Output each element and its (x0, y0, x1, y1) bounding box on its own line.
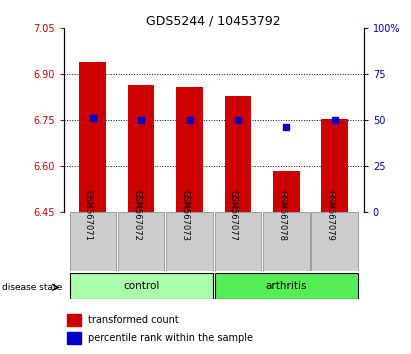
Bar (215, 273, 358, 299)
Bar (215, 212, 261, 271)
Text: GSM567078: GSM567078 (277, 190, 286, 241)
Bar (128, 85, 155, 212)
Text: GSM567079: GSM567079 (326, 190, 335, 241)
Bar (118, 212, 164, 271)
Bar (176, 87, 203, 212)
Bar (312, 212, 358, 271)
Bar (69, 212, 116, 271)
Bar (69, 273, 213, 299)
Text: percentile rank within the sample: percentile rank within the sample (88, 333, 253, 343)
Text: GSM567071: GSM567071 (84, 190, 93, 241)
Title: GDS5244 / 10453792: GDS5244 / 10453792 (146, 14, 281, 27)
Text: transformed count: transformed count (88, 315, 179, 325)
Text: GSM567072: GSM567072 (132, 190, 141, 241)
Bar (273, 171, 300, 212)
Bar (67, 332, 81, 344)
Bar (321, 119, 348, 212)
Text: GSM567073: GSM567073 (180, 190, 189, 241)
Bar (263, 212, 309, 271)
Bar (224, 96, 251, 212)
Bar (79, 62, 106, 212)
Text: arthritis: arthritis (266, 281, 307, 291)
Bar (166, 212, 213, 271)
Text: GSM567077: GSM567077 (229, 190, 238, 241)
Bar (67, 314, 81, 326)
Text: control: control (123, 281, 159, 291)
Text: disease state: disease state (2, 283, 62, 292)
